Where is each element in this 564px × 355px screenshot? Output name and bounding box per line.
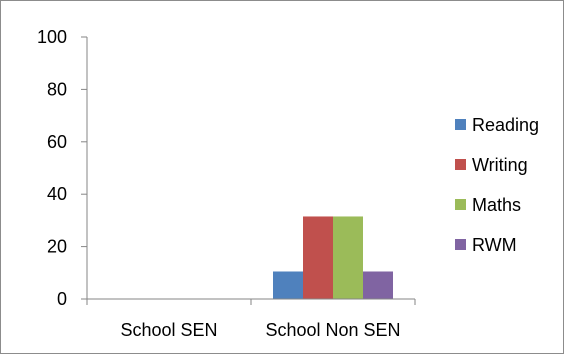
bar <box>303 216 333 299</box>
legend-label: Maths <box>472 195 521 215</box>
bar <box>333 216 363 299</box>
legend-label: Writing <box>472 155 528 175</box>
y-axis-ticks: 0 20 40 60 80 100 <box>37 27 87 309</box>
y-tick-label: 100 <box>37 27 67 47</box>
x-tick-label: School Non SEN <box>265 320 400 340</box>
x-tick-label: School SEN <box>120 320 217 340</box>
legend-swatch <box>455 119 466 130</box>
legend: Reading Writing Maths RWM <box>455 115 539 255</box>
y-tick-label: 40 <box>47 184 67 204</box>
y-tick-label: 0 <box>57 289 67 309</box>
legend-swatch <box>455 159 466 170</box>
x-axis-ticks: School SEN School Non SEN <box>86 299 416 340</box>
legend-label: Reading <box>472 115 539 135</box>
bar <box>363 271 393 299</box>
bar <box>273 271 303 299</box>
legend-swatch <box>455 239 466 250</box>
legend-swatch <box>455 199 466 210</box>
y-tick-label: 20 <box>47 237 67 257</box>
bars <box>273 216 393 299</box>
y-tick-label: 80 <box>47 79 67 99</box>
y-tick-label: 60 <box>47 132 67 152</box>
legend-label: RWM <box>472 235 517 255</box>
